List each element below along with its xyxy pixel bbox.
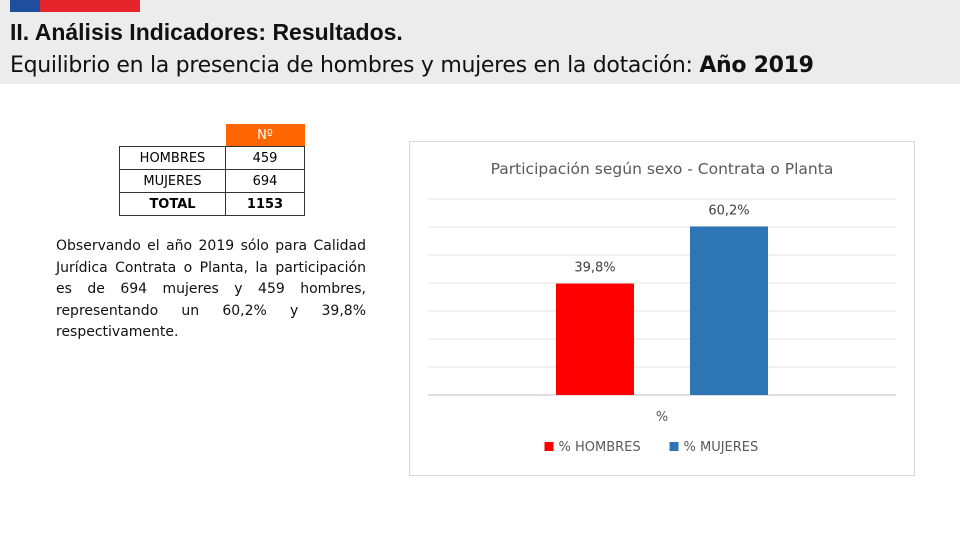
table-header-cell: Nº bbox=[225, 124, 305, 147]
data-label: 60,2% bbox=[708, 203, 749, 218]
chart-frame: Participación según sexo - Contrata o Pl… bbox=[409, 141, 915, 476]
bar-mujeres bbox=[690, 226, 768, 395]
chart-legend: % HOMBRES % MUJERES bbox=[544, 440, 759, 455]
table-row-label: HOMBRES bbox=[119, 146, 226, 170]
table-total-row: TOTAL 1153 bbox=[119, 192, 305, 216]
subtitle-year: Año 2019 bbox=[699, 53, 814, 78]
table-row-label: MUJERES bbox=[119, 169, 226, 193]
chart-data-labels: 39,8% 60,2% bbox=[574, 203, 749, 275]
bar-chart: Participación según sexo - Contrata o Pl… bbox=[428, 160, 896, 455]
counts-table: Nº HOMBRES 459 MUJERES 694 TOTAL 1153 bbox=[119, 124, 305, 216]
table-row-value: 459 bbox=[225, 146, 305, 170]
table-header-empty bbox=[120, 124, 226, 147]
data-label: 39,8% bbox=[574, 261, 615, 276]
subtitle-text: Equilibrio en la presencia de hombres y … bbox=[10, 53, 693, 78]
header-bar: II. Análisis Indicadores: Resultados. Eq… bbox=[0, 0, 960, 84]
legend-swatch bbox=[669, 442, 679, 451]
flag-red-stripe bbox=[40, 0, 140, 12]
bar-hombres bbox=[556, 283, 634, 395]
chart-bars bbox=[556, 226, 768, 395]
table-row-label: TOTAL bbox=[119, 192, 226, 216]
table-header-row: Nº bbox=[120, 124, 305, 147]
flag-blue-stripe bbox=[10, 0, 40, 12]
table-row-value: 694 bbox=[225, 169, 305, 193]
page-title: II. Análisis Indicadores: Resultados. bbox=[10, 19, 403, 45]
table-row: HOMBRES 459 bbox=[119, 146, 305, 170]
table-row-value: 1153 bbox=[225, 192, 305, 216]
description-paragraph: Observando el año 2019 sólo para Calidad… bbox=[56, 238, 366, 340]
chart-title: Participación según sexo - Contrata o Pl… bbox=[491, 160, 834, 178]
legend-label: % HOMBRES bbox=[559, 440, 641, 455]
x-axis-label: % bbox=[656, 410, 668, 425]
legend-swatch bbox=[544, 442, 554, 451]
legend-label: % MUJERES bbox=[684, 440, 759, 455]
chart-gridlines bbox=[428, 198, 896, 396]
page-subtitle: Equilibrio en la presencia de hombres y … bbox=[10, 53, 814, 78]
table-row: MUJERES 694 bbox=[119, 169, 305, 193]
